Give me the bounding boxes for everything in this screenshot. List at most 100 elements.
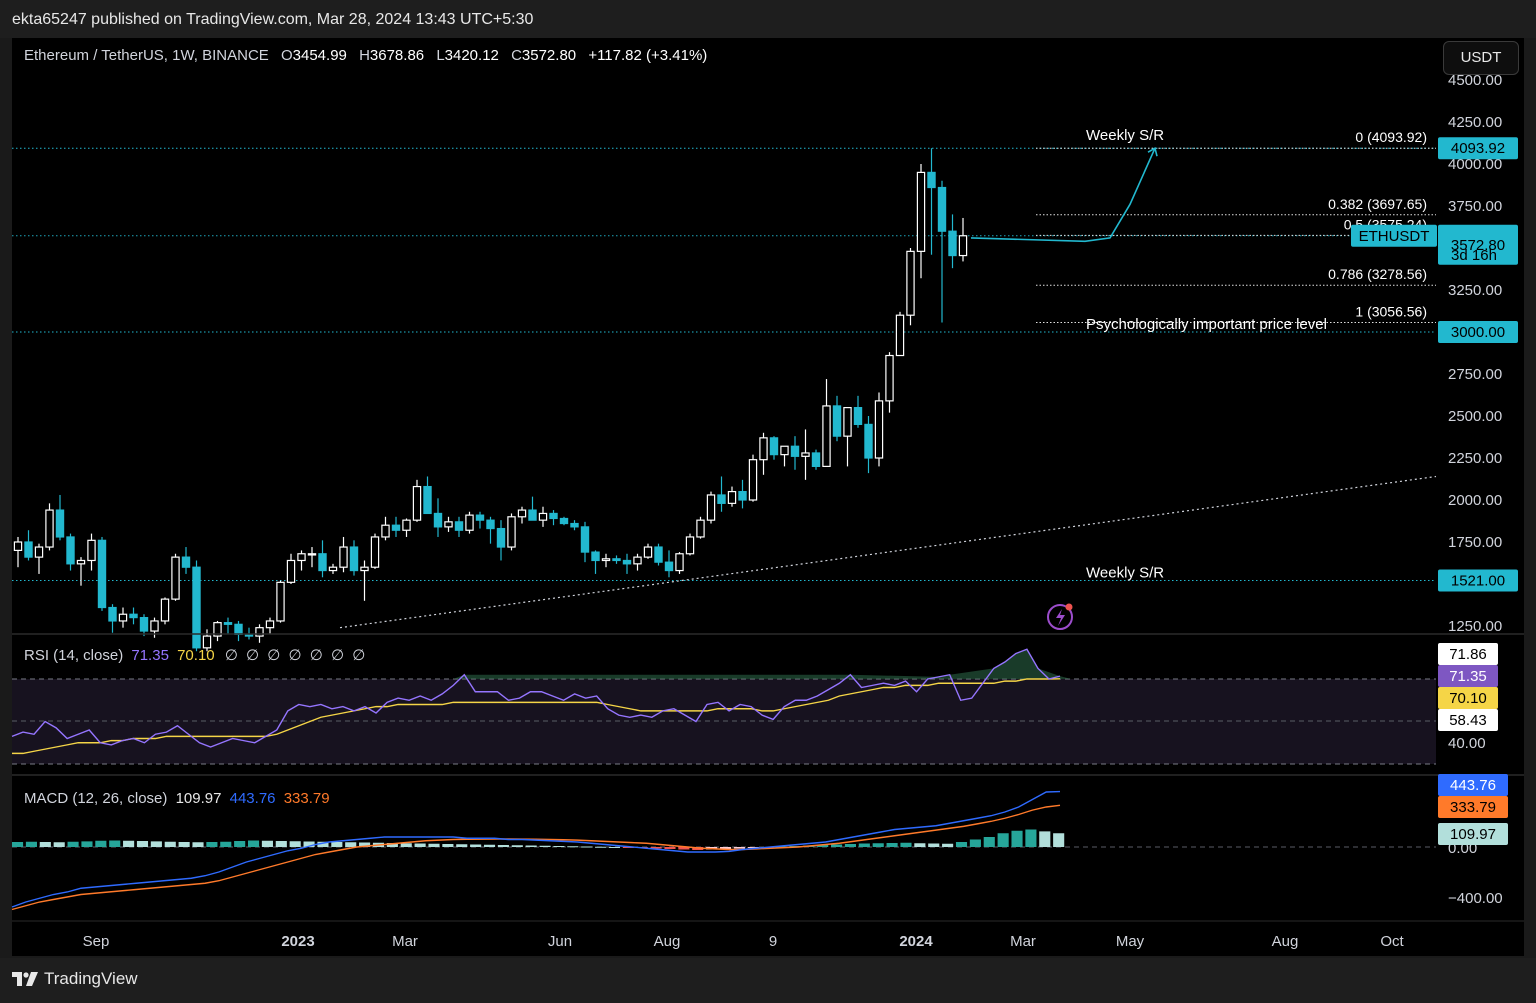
time-axis-label: Sep	[83, 933, 110, 950]
tradingview-brand[interactable]: TradingView	[12, 969, 138, 989]
candle-body	[643, 546, 653, 558]
macd-legend-signal: 333.79	[283, 790, 330, 807]
macd-hist-bar	[345, 842, 357, 847]
publisher-bar: ekta65247 published on TradingView.com, …	[0, 0, 1536, 38]
candle-body	[591, 551, 600, 562]
macd-hist-bar	[567, 846, 579, 848]
candle-body	[717, 494, 726, 504]
rsi-ma-badge: 70.10	[1438, 687, 1498, 709]
candle-body	[276, 581, 285, 622]
macd-hist-bar	[817, 845, 829, 847]
time-axis-label: Mar	[1010, 933, 1036, 950]
fib-level-label: 0.786 (3278.56)	[1328, 266, 1427, 282]
candle-body	[696, 519, 705, 538]
candle-body	[769, 437, 779, 456]
candle-body	[139, 616, 149, 632]
candle-body	[748, 459, 758, 501]
svg-text:ETHUSDT: ETHUSDT	[1359, 228, 1430, 245]
macd-hist-bar	[955, 842, 968, 847]
rising-trendline[interactable]	[339, 475, 1437, 629]
macd-value-badge: 443.76	[1438, 774, 1508, 796]
countdown: 3d 16h	[1451, 247, 1497, 264]
svg-text:71.86: 71.86	[1449, 646, 1487, 663]
candle-body	[937, 186, 947, 232]
candle-body	[517, 509, 527, 518]
candle-body	[780, 445, 789, 456]
macd-hist-bar	[95, 840, 107, 847]
macd-hist-bar	[456, 844, 468, 847]
price-tick: 2000.00	[1448, 492, 1502, 509]
brand-name: TradingView	[44, 969, 138, 988]
macd-hist-badge: 109.97	[1438, 823, 1508, 845]
candle-body	[759, 437, 768, 461]
candle-body	[538, 512, 548, 521]
price-tick: 2750.00	[1448, 366, 1502, 383]
candle-body	[13, 541, 23, 551]
svg-text:58.43: 58.43	[1449, 712, 1487, 729]
lightning-alert-icon[interactable]	[1047, 603, 1073, 630]
fibonacci-levels[interactable]: 0 (4093.92)0.382 (3697.65)0.5 (3575.24)0…	[1036, 129, 1436, 323]
macd-hist-bar	[969, 839, 981, 847]
macd-hist-bar	[997, 833, 1009, 847]
projection-path[interactable]	[970, 147, 1156, 243]
svg-text:3572.80: 3572.80	[1451, 237, 1505, 254]
macd-hist-bar	[192, 842, 204, 847]
price-tick: 4000.00	[1448, 156, 1502, 173]
macd-hist-bar	[25, 841, 37, 847]
macd-hist-bar	[53, 842, 65, 847]
macd-signal-line	[11, 804, 1061, 911]
candle-body	[255, 627, 264, 637]
candle-body	[549, 512, 558, 520]
macd-hist-bar	[539, 845, 551, 847]
price-tick: 4250.00	[1448, 114, 1502, 131]
price-tick: 1750.00	[1448, 534, 1502, 551]
svg-text:3000.00: 3000.00	[1451, 324, 1505, 341]
low-label: L	[436, 47, 445, 64]
macd-hist-bar	[39, 842, 51, 847]
macd-hist-bar	[858, 843, 870, 847]
macd-hist-bar	[983, 837, 995, 847]
candle-body	[412, 485, 422, 521]
weekly-sr-top-label: Weekly S/R	[1086, 127, 1164, 144]
macd-hist-bar	[553, 846, 565, 847]
candles	[13, 148, 968, 652]
candle-body	[66, 536, 75, 565]
candle-body	[171, 556, 180, 600]
time-axis-label: Oct	[1380, 933, 1404, 950]
macd-hist-bar	[886, 843, 898, 847]
svg-text:71.35: 71.35	[1449, 668, 1487, 685]
candle-body	[318, 553, 327, 572]
low-value: 3420.12	[444, 47, 499, 64]
symbol-legend[interactable]: Ethereum / TetherUS, 1W, BINANCE O3454.9…	[24, 47, 707, 64]
candle-body	[738, 491, 747, 501]
time-axis-label: 9	[769, 933, 777, 950]
candle-body	[664, 561, 674, 572]
macd-legend[interactable]: MACD (12, 26, close) 109.97 443.76 333.7…	[24, 790, 330, 807]
candle-body	[811, 452, 821, 467]
macd-hist-bar	[928, 843, 940, 847]
candle-body	[832, 405, 842, 437]
tradingview-logo-icon	[12, 972, 38, 986]
candle-body	[45, 509, 54, 548]
candle-body	[580, 526, 590, 553]
candle-body	[559, 517, 569, 525]
svg-text:333.79: 333.79	[1450, 799, 1496, 816]
candle-body	[916, 171, 926, 252]
price-tick: 1250.00	[1448, 618, 1502, 635]
macd-hist-bar	[497, 845, 509, 847]
candle-body	[486, 519, 495, 530]
current-price-badge: 3572.80	[1438, 224, 1518, 265]
candle-body	[265, 620, 275, 629]
candle-body	[570, 522, 579, 528]
rsi-legend[interactable]: RSI (14, close) 71.35 70.10 ∅ ∅ ∅ ∅ ∅ ∅ …	[24, 646, 367, 664]
macd-hist-bar	[136, 841, 149, 847]
macd-hist-bar	[622, 847, 634, 848]
projection-arrowhead	[1147, 147, 1158, 157]
rsi-legend-na: ∅ ∅ ∅ ∅ ∅ ∅ ∅	[224, 647, 368, 664]
currency-button[interactable]: USDT	[1443, 41, 1519, 75]
chart-frame[interactable]	[12, 38, 1524, 956]
change-value: +117.82 (+3.41%)	[588, 47, 708, 64]
candle-body	[181, 556, 191, 568]
macd-legend-name: MACD (12, 26, close)	[24, 790, 168, 807]
